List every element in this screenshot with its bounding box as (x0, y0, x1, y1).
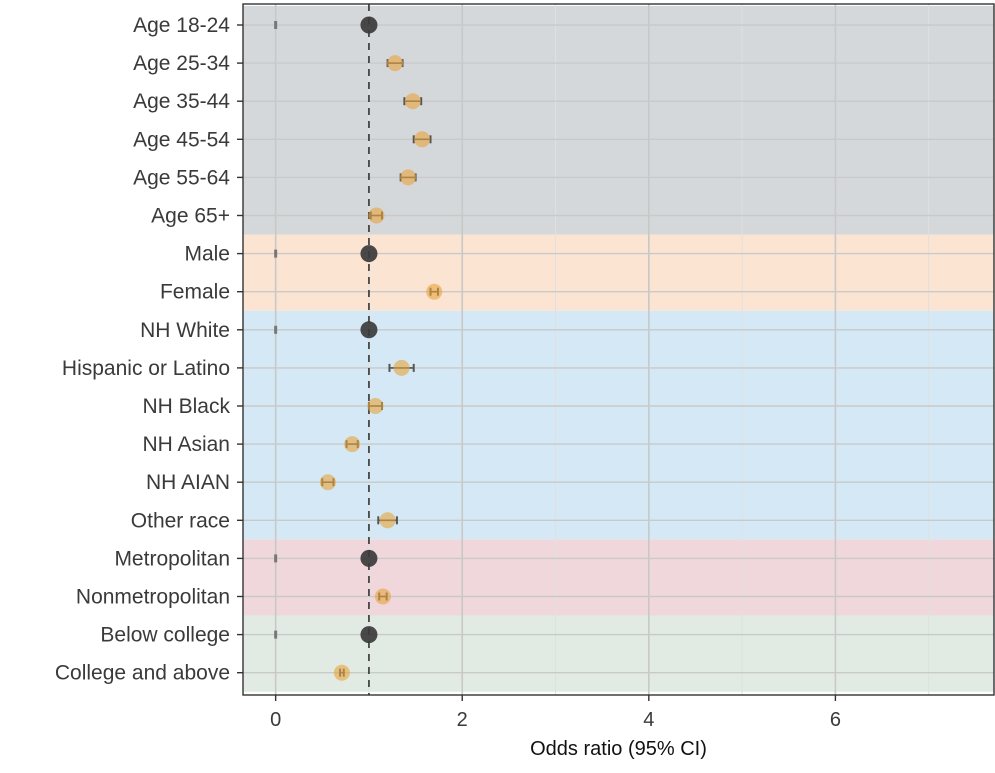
x-axis: 0 2 4 6 (270, 695, 841, 731)
y-tick-label: Age 65+ (151, 205, 230, 228)
estimate-point (344, 436, 361, 453)
y-tick-label: Age 45-54 (133, 128, 230, 151)
y-tick-label: Other race (131, 509, 230, 532)
estimate-point (319, 474, 336, 491)
x-tick-label: 0 (270, 709, 281, 731)
y-tick-label: Hispanic or Latino (62, 357, 230, 380)
estimate-point (333, 664, 350, 681)
y-tick-label: Age 25-34 (133, 52, 230, 75)
y-tick-label: NH AIAN (146, 471, 230, 494)
group-band-2 (243, 310, 994, 540)
estimate-point (387, 55, 404, 72)
estimate-point (367, 398, 384, 414)
estimate-point (379, 512, 396, 529)
y-tick-label: Female (160, 281, 230, 304)
y-tick-label: NH Black (142, 395, 230, 418)
y-tick-label: Nonmetropolitan (76, 586, 230, 609)
x-tick-label: 2 (457, 709, 468, 731)
estimate-point (368, 207, 385, 224)
group-band-1 (243, 234, 994, 311)
estimate-points (319, 16, 443, 681)
estimate-point (400, 169, 417, 186)
estimate-point (374, 588, 391, 605)
y-tick-label: NH White (140, 319, 230, 342)
y-axis: Age 18-24 Age 25-34 Age 35-44 Age 45-54 Age … (55, 14, 243, 685)
estimate-point (393, 359, 410, 376)
estimate-point (426, 283, 443, 300)
y-tick-label: NH Asian (142, 433, 230, 456)
reference-point (360, 245, 378, 263)
reference-point (360, 321, 378, 339)
x-tick-label: 6 (830, 709, 841, 731)
panel-border (242, 3, 995, 696)
reference-point (360, 549, 378, 567)
y-tick-label: Age 55-64 (133, 166, 230, 189)
y-tick-label: Age 18-24 (133, 14, 230, 37)
reference-point (360, 626, 378, 644)
y-tick-label: Below college (100, 624, 230, 647)
y-tick-label: Male (184, 243, 230, 266)
x-tick-label: 4 (643, 709, 654, 731)
y-tick-label: College and above (55, 662, 230, 685)
group-band-3 (243, 539, 994, 616)
group-band-0 (243, 5, 994, 235)
group-bands (243, 5, 994, 692)
estimate-point (414, 131, 431, 148)
estimate-point (404, 93, 421, 110)
x-axis-title: Odds ratio (95% CI) (530, 738, 707, 760)
y-tick-label: Age 35-44 (133, 90, 230, 113)
y-tick-label: Metropolitan (114, 547, 230, 570)
group-band-4 (243, 615, 994, 692)
reference-point (360, 16, 378, 34)
